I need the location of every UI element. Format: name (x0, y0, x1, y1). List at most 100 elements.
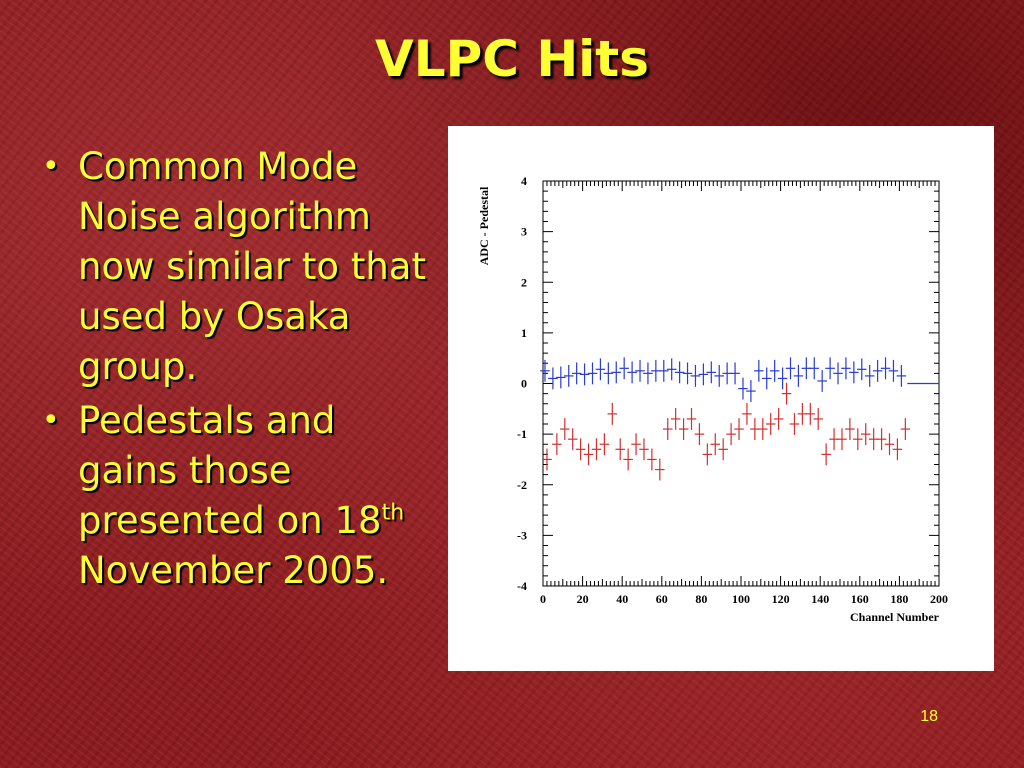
data-point (797, 402, 808, 425)
data-point (754, 359, 764, 382)
data-point (674, 361, 685, 384)
bullet-list: • Common Mode Noise algorithm now simila… (32, 142, 432, 600)
data-point (746, 380, 756, 403)
data-point (647, 448, 657, 471)
data-marks (540, 357, 939, 481)
data-point (864, 364, 875, 387)
y-tick-label: 3 (521, 225, 527, 239)
bullet-dot-icon: • (42, 403, 60, 438)
data-point (765, 413, 776, 435)
y-tick-label: 1 (521, 326, 527, 340)
y-tick-label: -2 (517, 478, 527, 492)
plot-frame (542, 180, 940, 587)
y-axis: 4 3 2 1 0 -1 -2 -3 -4 (517, 174, 939, 593)
data-point (777, 367, 788, 390)
x-tick-label: 80 (695, 592, 707, 606)
data-point (849, 361, 859, 384)
data-point (789, 413, 800, 435)
data-point (900, 418, 911, 440)
x-tick-label: 180 (890, 592, 908, 606)
data-point (623, 448, 633, 471)
data-point (888, 359, 899, 382)
data-point (643, 362, 653, 385)
chart-panel: 0 20 40 60 80 100 120 140 160 180 200 4 3 2 1 0 -1 -2 -3 -… (448, 126, 994, 671)
x-tick-label: 140 (811, 592, 829, 606)
y-tick-label: 2 (521, 275, 527, 289)
bullet-dot-icon: • (42, 149, 60, 184)
data-point (730, 362, 740, 385)
bullet-text-end: November 2005. (78, 549, 389, 592)
y-tick-label: -3 (517, 528, 527, 542)
data-point (773, 408, 784, 430)
data-point (734, 418, 744, 440)
data-point (718, 438, 728, 461)
data-point (872, 359, 883, 382)
data-point (726, 423, 736, 446)
bullet-text: Pedestals and gains those presented on 1… (78, 399, 382, 542)
data-point (710, 433, 721, 456)
data-point (698, 363, 709, 386)
y-tick-label: 4 (521, 174, 527, 188)
data-point (552, 433, 562, 456)
ordinal-suffix: th (381, 500, 405, 526)
data-point (678, 418, 689, 440)
x-tick-label: 120 (772, 592, 790, 606)
data-point (631, 433, 641, 456)
data-point (694, 423, 705, 446)
data-point (686, 408, 697, 430)
bullet-text: Common Mode Noise algorithm now similar … (78, 145, 426, 388)
data-point (702, 443, 713, 466)
data-point (587, 362, 598, 385)
y-tick-label: -1 (517, 427, 527, 441)
data-point (896, 364, 907, 387)
data-point (548, 367, 558, 390)
data-point (556, 366, 566, 389)
data-point (809, 357, 820, 380)
data-point (571, 362, 582, 385)
y-tick-label: -4 (517, 579, 527, 593)
data-point (714, 364, 724, 387)
data-point (825, 357, 835, 380)
data-point (682, 362, 693, 385)
slide-number: 18 (920, 708, 938, 725)
data-point (821, 443, 831, 466)
data-point (742, 402, 752, 425)
x-axis: 0 20 40 60 80 100 120 140 160 180 200 (540, 181, 948, 606)
x-tick-label: 60 (656, 592, 668, 606)
data-point (857, 358, 867, 381)
data-point (560, 418, 570, 440)
data-point (619, 357, 629, 380)
data-point (845, 418, 855, 440)
data-point (567, 428, 578, 451)
data-point (833, 362, 843, 385)
data-point (706, 361, 717, 384)
x-tick-label: 20 (577, 592, 589, 606)
slide-title: VLPC Hits (375, 30, 649, 88)
data-point (781, 382, 792, 405)
data-point (785, 357, 796, 380)
x-tick-label: 100 (732, 592, 750, 606)
data-point (761, 367, 772, 390)
data-point (591, 438, 602, 461)
data-point (659, 359, 669, 382)
x-axis-label: Channel Number (850, 610, 940, 624)
y-tick-label: 0 (521, 377, 527, 391)
data-point (603, 362, 614, 385)
x-tick-label: 200 (930, 592, 948, 606)
data-point (607, 402, 618, 425)
data-point (876, 428, 887, 451)
data-point (662, 418, 673, 440)
data-point (892, 438, 903, 461)
data-point (639, 438, 649, 461)
data-point (575, 438, 586, 461)
data-point (655, 458, 665, 481)
bullet-item: • Pedestals and gains those presented on… (32, 396, 432, 596)
bullet-item: • Common Mode Noise algorithm now simila… (32, 142, 432, 392)
data-point (722, 362, 732, 385)
data-point (837, 428, 847, 451)
y-axis-label: ADC - Pedestal (477, 186, 491, 265)
data-point (615, 438, 625, 461)
data-point (690, 364, 701, 387)
x-tick-label: 0 (540, 592, 546, 606)
data-point (817, 370, 827, 392)
